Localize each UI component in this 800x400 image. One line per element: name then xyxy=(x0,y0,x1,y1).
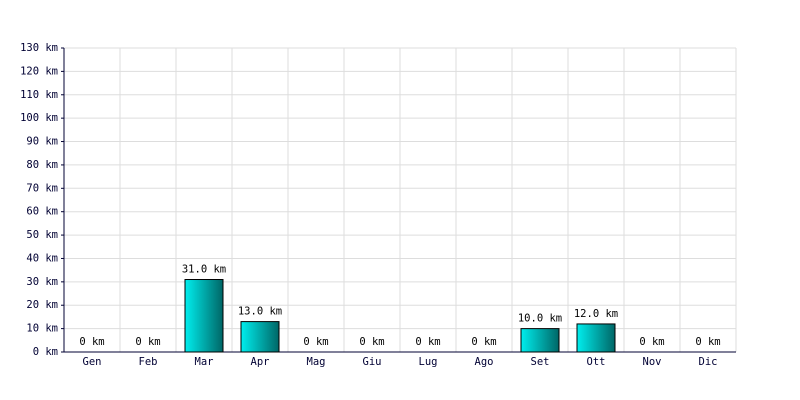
x-tick-label: Ott xyxy=(587,356,606,368)
x-tick-label: Gen xyxy=(83,356,102,368)
value-label: 12.0 km xyxy=(574,308,618,320)
y-tick-label: 30 km xyxy=(26,276,58,288)
x-tick-label: Lug xyxy=(419,356,438,368)
value-label: 31.0 km xyxy=(182,264,226,276)
value-label: 0 km xyxy=(359,336,384,348)
y-tick-label: 110 km xyxy=(20,89,58,101)
x-tick-label: Set xyxy=(531,356,550,368)
y-tick-label: 50 km xyxy=(26,229,58,241)
x-tick-label: Nov xyxy=(643,356,662,368)
bar xyxy=(240,321,280,353)
bar xyxy=(520,328,560,353)
value-label: 13.0 km xyxy=(238,306,282,318)
x-tick-label: Ago xyxy=(475,356,494,368)
y-tick-label: 100 km xyxy=(20,112,58,124)
y-tick-label: 90 km xyxy=(26,136,58,148)
y-tick-label: 60 km xyxy=(26,206,58,218)
y-tick-label: 120 km xyxy=(20,65,58,77)
bar xyxy=(184,279,224,353)
x-tick-label: Apr xyxy=(251,356,270,368)
x-tick-label: Feb xyxy=(139,356,158,368)
y-tick-label: 40 km xyxy=(26,252,58,264)
x-tick-label: Dic xyxy=(699,356,718,368)
y-tick-label: 0 km xyxy=(33,346,58,358)
x-tick-label: Giu xyxy=(363,356,382,368)
bar xyxy=(576,323,616,353)
value-label: 0 km xyxy=(79,336,104,348)
y-tick-label: 70 km xyxy=(26,182,58,194)
x-tick-label: Mag xyxy=(307,356,326,368)
y-tick-label: 130 km xyxy=(20,42,58,54)
y-tick-label: 80 km xyxy=(26,159,58,171)
value-label: 0 km xyxy=(695,336,720,348)
x-tick-label: Mar xyxy=(195,356,214,368)
value-label: 0 km xyxy=(415,336,440,348)
y-tick-label: 20 km xyxy=(26,299,58,311)
value-label: 0 km xyxy=(303,336,328,348)
value-label: 0 km xyxy=(639,336,664,348)
value-label: 0 km xyxy=(135,336,160,348)
value-label: 10.0 km xyxy=(518,313,562,325)
value-label: 0 km xyxy=(471,336,496,348)
y-tick-label: 10 km xyxy=(26,323,58,335)
